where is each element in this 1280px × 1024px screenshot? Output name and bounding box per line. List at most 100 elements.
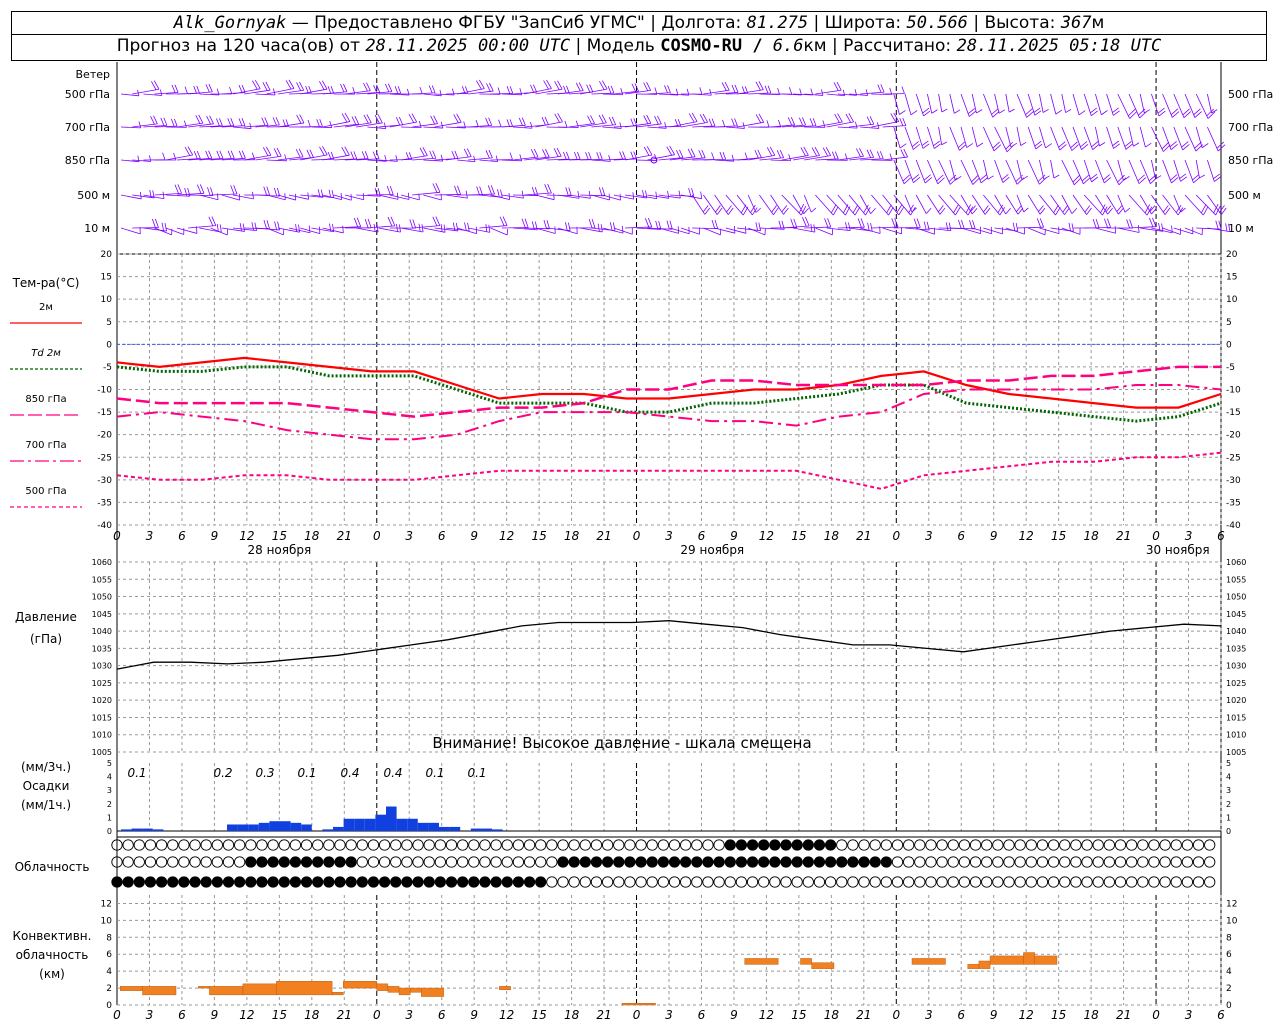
wind-barb-feather: [530, 149, 536, 158]
wind-barb-feather: [803, 207, 809, 215]
wind-barb-feather: [948, 222, 952, 231]
wind-barb: [1106, 194, 1119, 215]
wind-barb-feather: [553, 148, 559, 157]
wind-barb: [1061, 194, 1073, 214]
wind-barb-feather: [1170, 143, 1178, 150]
convective-bar: [744, 958, 779, 965]
wind-barb-feather: [173, 152, 177, 161]
wind-barb: [938, 159, 951, 185]
wind-barb-feather: [138, 121, 142, 129]
cloud-symbol: [1025, 839, 1037, 851]
wind-barb-feather: [1005, 141, 1013, 150]
cloud-symbol: [155, 839, 168, 851]
wind-barb: [837, 93, 857, 96]
wind-barb-feather: [389, 185, 394, 195]
wind-barb-feather: [755, 81, 761, 91]
precip-bar: [290, 822, 302, 831]
cloud-symbol: [233, 839, 246, 851]
wind-barb-feather: [440, 224, 443, 232]
wind-barb: [120, 227, 141, 235]
wind-barb: [412, 157, 436, 161]
wind-barb: [994, 194, 1007, 215]
convective-bar: [209, 986, 244, 996]
temp-tick-right: -5: [1226, 363, 1235, 373]
wind-barb-feather: [926, 221, 930, 231]
wind-barb: [1050, 126, 1061, 151]
cloud-symbol: [969, 856, 982, 868]
wind-barb: [557, 90, 584, 95]
x-tick-label-bottom: 12: [499, 1008, 514, 1022]
wind-barb-feather: [992, 141, 1000, 149]
wind-barb-feather: [722, 119, 726, 128]
cloud-symbol: [412, 856, 424, 868]
wind-barb-feather: [731, 118, 735, 127]
wind-barb-feather: [979, 174, 987, 181]
wind-barb-feather: [836, 81, 842, 91]
cloud-symbol: [1204, 856, 1216, 868]
wind-barb-feather: [1179, 173, 1187, 179]
wind-barb-feather: [217, 193, 219, 200]
wind-barb-feather: [675, 88, 679, 96]
wind-barb-feather: [1015, 223, 1019, 232]
wind-barb-feather: [362, 193, 365, 200]
wind-barb: [871, 194, 889, 216]
cloud-symbol: [1192, 876, 1205, 888]
cloud-symbol: [546, 856, 558, 868]
wind-barb-feather: [903, 148, 908, 158]
precip-bar: [142, 828, 153, 831]
cloud-symbol: [691, 839, 703, 851]
wind-barb-feather: [341, 147, 347, 156]
wind-barb-feather: [824, 218, 829, 228]
x-tick-label-bottom: 21: [856, 1008, 871, 1022]
wind-barb-feather: [764, 85, 769, 94]
wind-barb-feather: [1035, 143, 1043, 150]
wind-barb-feather: [722, 151, 727, 160]
cloud-symbol: [267, 876, 279, 888]
temp-tick-left: -20: [97, 431, 112, 441]
wind-barb-feather: [916, 218, 921, 228]
wind-barb-feather: [922, 107, 930, 114]
wind-barb: [1207, 159, 1215, 182]
wind-barb: [871, 226, 899, 229]
wind-barb-feather: [679, 149, 684, 158]
wind-barb-feather: [900, 149, 906, 158]
wind-barb: [860, 91, 885, 95]
wind-barb-feather: [949, 177, 958, 185]
pressure-title: Давление: [15, 610, 77, 624]
wind-barb: [244, 154, 272, 161]
wind-barb: [1027, 194, 1041, 215]
wind-barb: [277, 194, 296, 201]
wind-barb: [960, 126, 968, 148]
wind-barb-feather: [854, 206, 861, 216]
wind-barb: [266, 227, 284, 236]
temp-tick-left: 10: [101, 295, 113, 305]
convective-bar: [409, 987, 422, 993]
wind-barb-feather: [206, 115, 211, 125]
wind-barb-feather: [830, 204, 837, 214]
wind-barb-feather: [910, 110, 918, 116]
wind-barb: [154, 192, 182, 196]
wind-barb: [1106, 159, 1120, 185]
wind-barb-feather: [611, 116, 617, 125]
wind-barb-feather: [443, 224, 446, 233]
cloud-symbol: [735, 856, 748, 868]
wind-barb-feather: [745, 226, 747, 234]
wind-barb: [1072, 126, 1082, 150]
wind-barb-feather: [899, 110, 906, 115]
wind-barb-feather: [834, 151, 839, 160]
wind-barb: [1151, 126, 1164, 152]
wind-barb-feather: [488, 224, 491, 233]
wind-barb-feather: [543, 220, 547, 229]
wind-barb: [714, 194, 729, 215]
wind-barb-feather: [466, 148, 472, 157]
wind-barb: [557, 227, 578, 235]
day-label: 30 ноября: [1146, 543, 1210, 557]
wind-barb: [1005, 93, 1010, 113]
wind-barb: [893, 93, 900, 115]
wind-barb-feather: [394, 86, 399, 94]
wind-barb: [960, 159, 974, 185]
cloud-symbol: [958, 876, 971, 888]
cloud-symbol: [947, 856, 959, 868]
convective-bar: [800, 958, 812, 965]
wind-barb: [1128, 126, 1134, 147]
